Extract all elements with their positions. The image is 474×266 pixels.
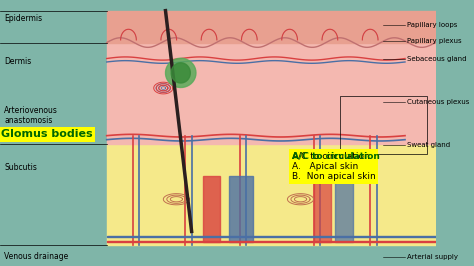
Bar [107, 11, 436, 43]
Text: Cutaneous plexus: Cutaneous plexus [407, 99, 470, 105]
Text: Venous drainage: Venous drainage [4, 252, 69, 261]
Text: Papillary loops: Papillary loops [407, 22, 457, 28]
Polygon shape [171, 63, 191, 83]
Text: Epidermis: Epidermis [4, 14, 43, 23]
Polygon shape [165, 58, 196, 88]
Text: Arteriovenous
anastomosis: Arteriovenous anastomosis [4, 106, 58, 125]
Text: A/C to circulation: A/C to circulation [292, 152, 380, 161]
Bar [314, 176, 331, 242]
Text: Sweat gland: Sweat gland [407, 142, 450, 148]
Bar [107, 43, 436, 144]
Text: Sebaceous gland: Sebaceous gland [407, 56, 467, 61]
Bar [228, 176, 253, 242]
Bar [107, 241, 436, 242]
Bar [202, 176, 220, 242]
Bar [335, 176, 353, 242]
Bar [107, 144, 436, 245]
Text: A/C to circulation
A.   Apical skin
B.  Non apical skin: A/C to circulation A. Apical skin B. Non… [292, 152, 375, 181]
Bar [340, 96, 427, 154]
Text: Arterial supply: Arterial supply [407, 254, 458, 260]
Bar [107, 236, 436, 237]
Text: Dermis: Dermis [4, 57, 32, 66]
Text: Glomus bodies: Glomus bodies [1, 129, 92, 139]
Text: Subcutis: Subcutis [4, 163, 37, 172]
Bar [107, 245, 436, 266]
Text: Papillary plexus: Papillary plexus [407, 38, 462, 44]
